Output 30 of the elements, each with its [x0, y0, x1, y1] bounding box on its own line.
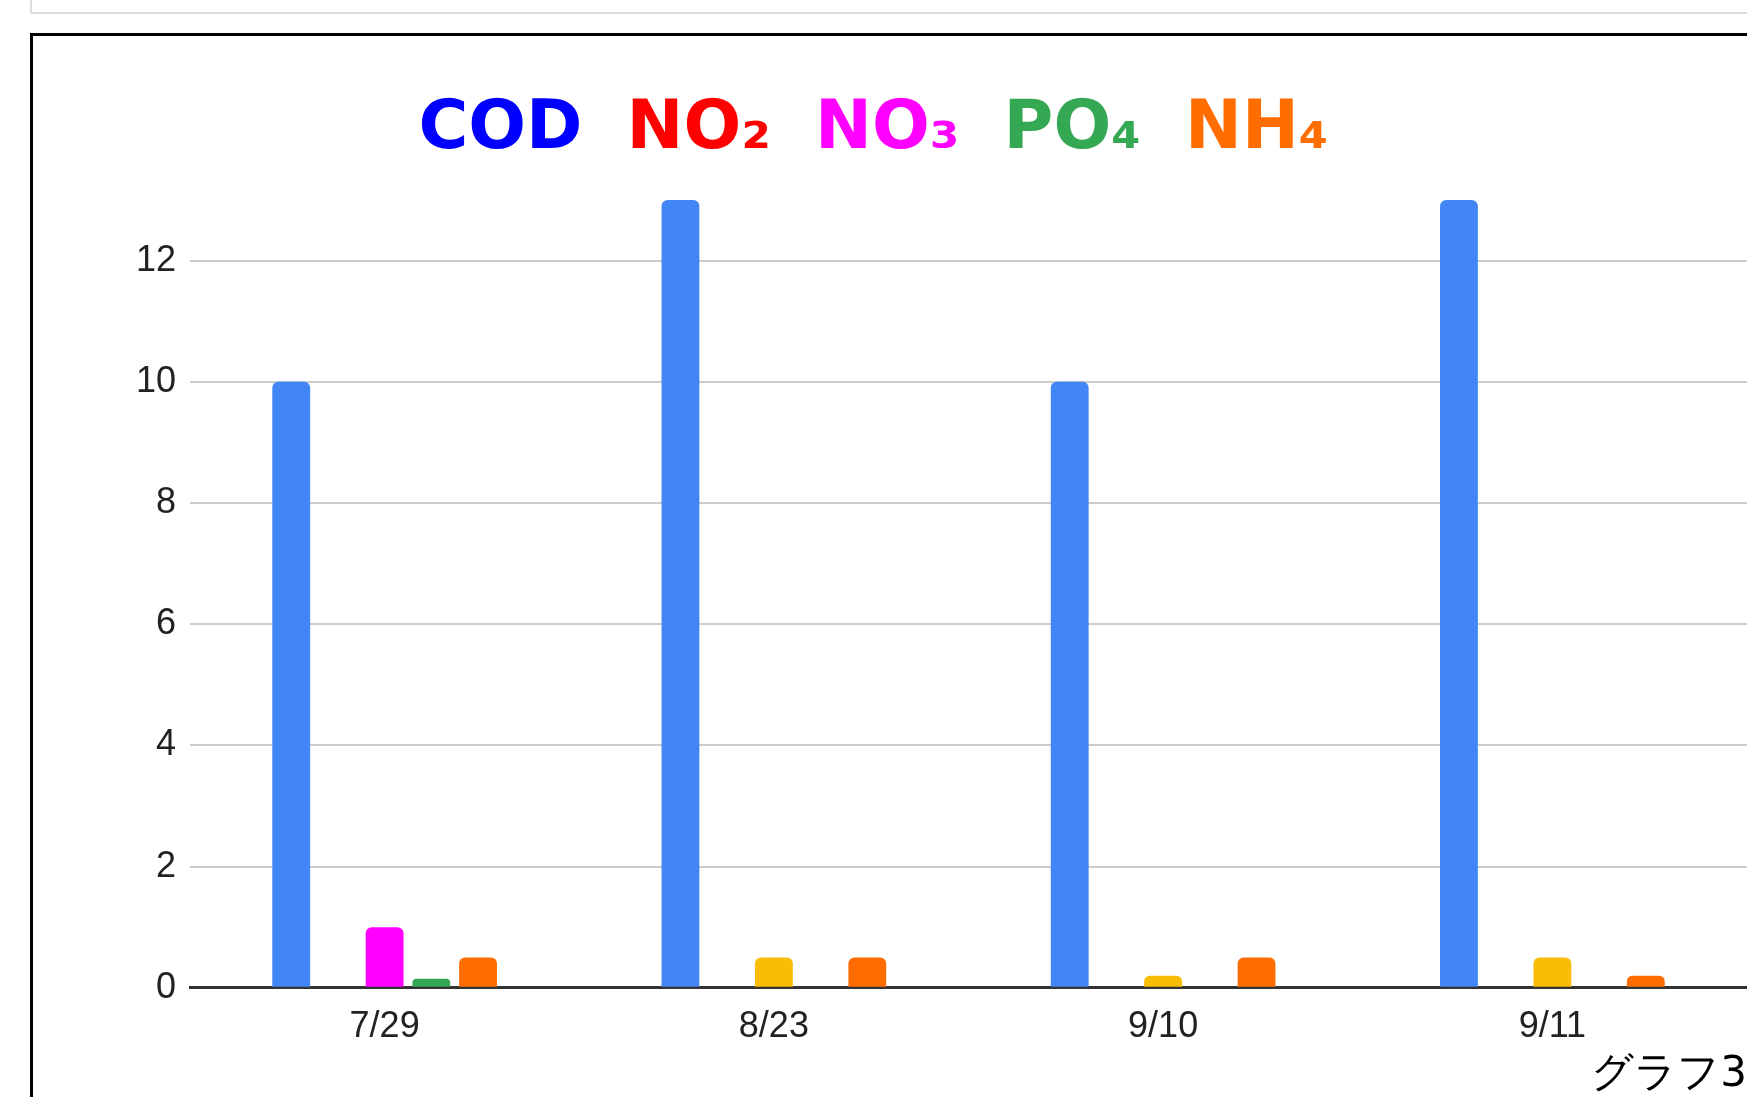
bar: [754, 957, 793, 987]
bar: [1440, 200, 1478, 987]
y-tick-label: 12: [135, 237, 176, 279]
bar: [1050, 381, 1089, 987]
text: グラフ3: [1591, 1047, 1747, 1096]
x-tick-label: 9/11: [1518, 1004, 1587, 1046]
y-tick-label: 2: [155, 843, 176, 885]
text: NO₃: [815, 85, 960, 164]
series-label: COD: [418, 85, 583, 164]
text: NH₄: [1184, 85, 1329, 164]
y-tick-label: 0: [155, 964, 176, 1006]
bar: [1626, 975, 1665, 987]
x-tick-label: 8/23: [738, 1004, 809, 1046]
bar: [1237, 957, 1276, 987]
bar: [661, 200, 700, 987]
bar: [272, 381, 311, 987]
x-tick-label: 9/10: [1128, 1004, 1199, 1046]
x-tick-label: 7/29: [349, 1004, 420, 1046]
y-tick-label: 8: [155, 479, 176, 521]
y-tick-label: 6: [155, 601, 176, 643]
bar: [412, 978, 451, 987]
bar: [848, 957, 887, 987]
y-tick-label: 10: [135, 358, 176, 400]
bar: [1533, 957, 1572, 987]
text: PO₄: [1003, 85, 1141, 164]
bar: [1144, 975, 1183, 987]
y-tick-label: 4: [155, 722, 176, 764]
legend-label: NO₂: [626, 85, 772, 164]
bar: [365, 927, 404, 987]
bar: [459, 957, 497, 987]
